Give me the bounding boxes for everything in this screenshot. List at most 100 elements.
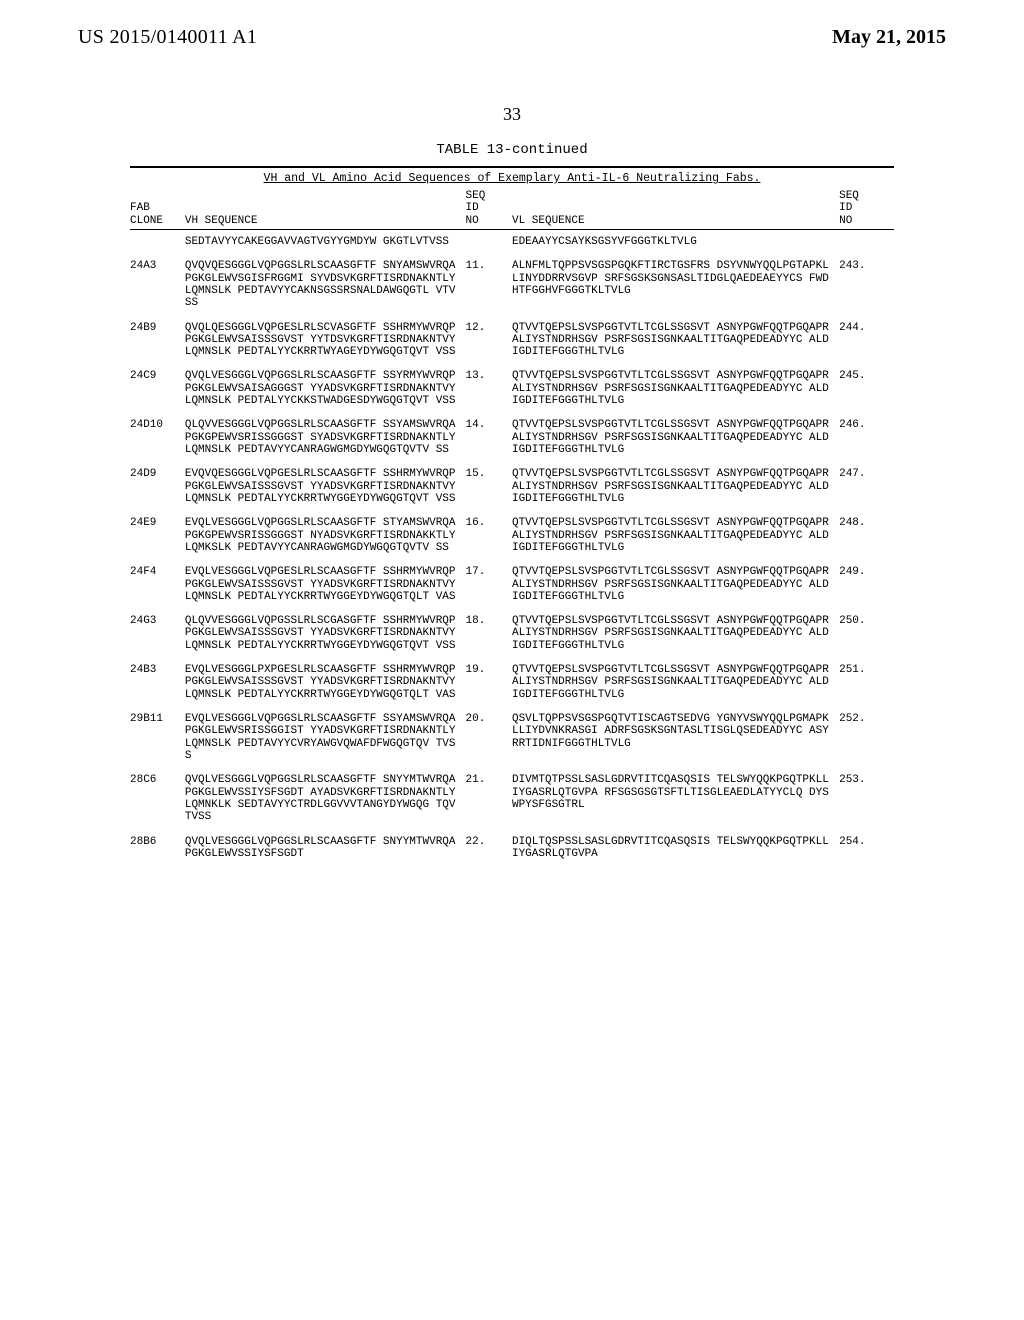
col-clone-header: FAB CLONE [130, 188, 185, 229]
cell-vh-seqid: 20. [466, 707, 512, 768]
seqid1-l1: SEQ [466, 190, 486, 202]
cell-vh-seqid: 13. [466, 364, 512, 413]
seqid1-l2: ID [466, 202, 479, 214]
sequence-table: FAB CLONE VH SEQUENCE SEQ ID NO VL SEQUE… [130, 188, 894, 866]
cell-vl-seqid [839, 230, 894, 254]
cell-clone: 24G3 [130, 609, 185, 658]
page-number: 33 [0, 104, 1024, 125]
col-vh-label: VH SEQUENCE [185, 215, 258, 227]
cell-vh-sequence: EVQLVESGGGLVQPGGSLRLSCAASGFTF STYAMSWVRQ… [185, 511, 466, 560]
cell-vh-sequence: QVQVQESGGGLVQPGGSLRLSCAASGFTF SNYAMSWVRQ… [185, 254, 466, 315]
table-row: 24F4EVQLVESGGGLVQPGESLRLSCAASGFTF SSHRMY… [130, 560, 894, 609]
cell-clone: 24D9 [130, 462, 185, 511]
col-seqid2-header: SEQ ID NO [839, 188, 894, 229]
cell-vl-seqid: 249. [839, 560, 894, 609]
cell-vh-sequence: QVQLVESGGGLVQPGGSLRLSCAASGFTF SSYRMYWVRQ… [185, 364, 466, 413]
cell-vh-seqid: 19. [466, 658, 512, 707]
cell-vl-sequence: QTVVTQEPSLSVSPGGTVTLTCGLSSGSVT ASNYPGWFQ… [512, 560, 839, 609]
col-seqid1-header: SEQ ID NO [466, 188, 512, 229]
cell-vh-seqid [466, 230, 512, 254]
seqid2-l2: ID [839, 202, 852, 214]
cell-vh-sequence: QVQLQESGGGLVQPGESLRLSCVASGFTF SSHRMYWVRQ… [185, 316, 466, 365]
table-body: SEDTAVYYCAKEGGAVVAGTVGYYGMDYW GKGTLVTVSS… [130, 230, 894, 866]
cell-vh-seqid: 11. [466, 254, 512, 315]
cell-clone: 24C9 [130, 364, 185, 413]
table-title: VH and VL Amino Acid Sequences of Exempl… [130, 168, 894, 188]
cell-vh-seqid: 15. [466, 462, 512, 511]
cell-vl-seqid: 251. [839, 658, 894, 707]
cell-vl-seqid: 246. [839, 413, 894, 462]
seqid2-l1: SEQ [839, 190, 859, 202]
cell-vl-seqid: 252. [839, 707, 894, 768]
cell-vl-seqid: 244. [839, 316, 894, 365]
cell-clone [130, 230, 185, 254]
table-row: 24D9EVQVQESGGGLVQPGESLRLSCAASGFTF SSHRMY… [130, 462, 894, 511]
cell-vl-sequence: ALNFMLTQPPSVSGSPGQKFTIRCTGSFRS DSYVNWYQQ… [512, 254, 839, 315]
cell-vl-sequence: QTVVTQEPSLSVSPGGTVTLTCGLSSGSVT ASNYPGWFQ… [512, 658, 839, 707]
publication-date: May 21, 2015 [832, 26, 946, 49]
table-row: 24B9QVQLQESGGGLVQPGESLRLSCVASGFTF SSHRMY… [130, 316, 894, 365]
seqid2-l3: NO [839, 215, 852, 227]
cell-vh-seqid: 16. [466, 511, 512, 560]
cell-vh-sequence: EVQVQESGGGLVQPGESLRLSCAASGFTF SSHRMYWVRQ… [185, 462, 466, 511]
col-vl-label: VL SEQUENCE [512, 215, 585, 227]
cell-clone: 24B9 [130, 316, 185, 365]
table-row: 24D10QLQVVESGGGLVQPGGSLRLSCAASGFTF SSYAM… [130, 413, 894, 462]
cell-vh-sequence: EVQLVESGGGLVQPGESLRLSCAASGFTF SSHRMYWVRQ… [185, 560, 466, 609]
cell-vl-sequence: DIQLTQSPSSLSASLGDRVTITCQASQSIS TELSWYQQK… [512, 830, 839, 867]
table-row: 28C6QVQLVESGGGLVQPGGSLRLSCAASGFTF SNYYMT… [130, 768, 894, 829]
cell-vh-seqid: 17. [466, 560, 512, 609]
table-row: 24C9QVQLVESGGGLVQPGGSLRLSCAASGFTF SSYRMY… [130, 364, 894, 413]
cell-vh-seqid: 21. [466, 768, 512, 829]
cell-vl-sequence: EDEAAYYCSAYKSGSYVFGGGTKLTVLG [512, 230, 839, 254]
seqid1-l3: NO [466, 215, 479, 227]
cell-vl-sequence: QTVVTQEPSLSVSPGGTVTLTCGLSSGSVT ASNYPGWFQ… [512, 413, 839, 462]
cell-vh-sequence: EVQLVESGGGLVQPGGSLRLSCAASGFTF SSYAMSWVRQ… [185, 707, 466, 768]
cell-clone: 28B6 [130, 830, 185, 867]
cell-clone: 24F4 [130, 560, 185, 609]
cell-vh-sequence: SEDTAVYYCAKEGGAVVAGTVGYYGMDYW GKGTLVTVSS [185, 230, 466, 254]
page: US 2015/0140011 A1 May 21, 2015 33 TABLE… [0, 0, 1024, 1320]
cell-vh-sequence: QLQVVESGGGLVQPGSSLRLSCGASGFTF SSHRMYWVRQ… [185, 609, 466, 658]
publication-number: US 2015/0140011 A1 [78, 26, 257, 49]
cell-clone: 29B11 [130, 707, 185, 768]
cell-clone: 28C6 [130, 768, 185, 829]
table-row: 24E9EVQLVESGGGLVQPGGSLRLSCAASGFTF STYAMS… [130, 511, 894, 560]
cell-vh-sequence: QVQLVESGGGLVQPGGSLRLSCAASGFTF SNYYMTWVRQ… [185, 768, 466, 829]
col-vl-header: VL SEQUENCE [512, 188, 839, 229]
cell-vl-seqid: 253. [839, 768, 894, 829]
cell-vl-seqid: 254. [839, 830, 894, 867]
cell-clone: 24E9 [130, 511, 185, 560]
cell-vl-sequence: QTVVTQEPSLSVSPGGTVTLTCGLSSGSVT ASNYPGWFQ… [512, 511, 839, 560]
col-vh-header: VH SEQUENCE [185, 188, 466, 229]
cell-vl-seqid: 243. [839, 254, 894, 315]
cell-vl-sequence: QTVVTQEPSLSVSPGGTVTLTCGLSSGSVT ASNYPGWFQ… [512, 609, 839, 658]
table-row: 24A3QVQVQESGGGLVQPGGSLRLSCAASGFTF SNYAMS… [130, 254, 894, 315]
table-row: 29B11EVQLVESGGGLVQPGGSLRLSCAASGFTF SSYAM… [130, 707, 894, 768]
table-caption: TABLE 13-continued [0, 142, 1024, 158]
table-row: 28B6QVQLVESGGGLVQPGGSLRLSCAASGFTF SNYYMT… [130, 830, 894, 867]
cell-vl-sequence: DIVMTQTPSSLSASLGDRVTITCQASQSIS TELSWYQQK… [512, 768, 839, 829]
table-row: 24B3EVQLVESGGGLPXPGESLRLSCAASGFTF SSHRMY… [130, 658, 894, 707]
cell-vl-sequence: QTVVTQEPSLSVSPGGTVTLTCGLSSGSVT ASNYPGWFQ… [512, 364, 839, 413]
cell-vl-seqid: 245. [839, 364, 894, 413]
col-clone-label: FAB CLONE [130, 202, 163, 226]
cell-vl-sequence: QTVVTQEPSLSVSPGGTVTLTCGLSSGSVT ASNYPGWFQ… [512, 316, 839, 365]
cell-vh-seqid: 12. [466, 316, 512, 365]
cell-vh-sequence: QLQVVESGGGLVQPGGSLRLSCAASGFTF SSYAMSWVRQ… [185, 413, 466, 462]
table-row: SEDTAVYYCAKEGGAVVAGTVGYYGMDYW GKGTLVTVSS… [130, 230, 894, 254]
cell-vl-seqid: 250. [839, 609, 894, 658]
cell-clone: 24B3 [130, 658, 185, 707]
cell-clone: 24D10 [130, 413, 185, 462]
cell-vh-seqid: 18. [466, 609, 512, 658]
cell-vh-seqid: 14. [466, 413, 512, 462]
cell-vl-sequence: QTVVTQEPSLSVSPGGTVTLTCGLSSGSVT ASNYPGWFQ… [512, 462, 839, 511]
cell-clone: 24A3 [130, 254, 185, 315]
cell-vl-sequence: QSVLTQPPSVSGSPGQTVTISCAGTSEDVG YGNYVSWYQ… [512, 707, 839, 768]
table-row: 24G3QLQVVESGGGLVQPGSSLRLSCGASGFTF SSHRMY… [130, 609, 894, 658]
cell-vl-seqid: 247. [839, 462, 894, 511]
cell-vh-sequence: QVQLVESGGGLVQPGGSLRLSCAASGFTF SNYYMTWVRQ… [185, 830, 466, 867]
table-wrap: VH and VL Amino Acid Sequences of Exempl… [130, 166, 894, 866]
cell-vh-sequence: EVQLVESGGGLPXPGESLRLSCAASGFTF SSHRMYWVRQ… [185, 658, 466, 707]
cell-vh-seqid: 22. [466, 830, 512, 867]
